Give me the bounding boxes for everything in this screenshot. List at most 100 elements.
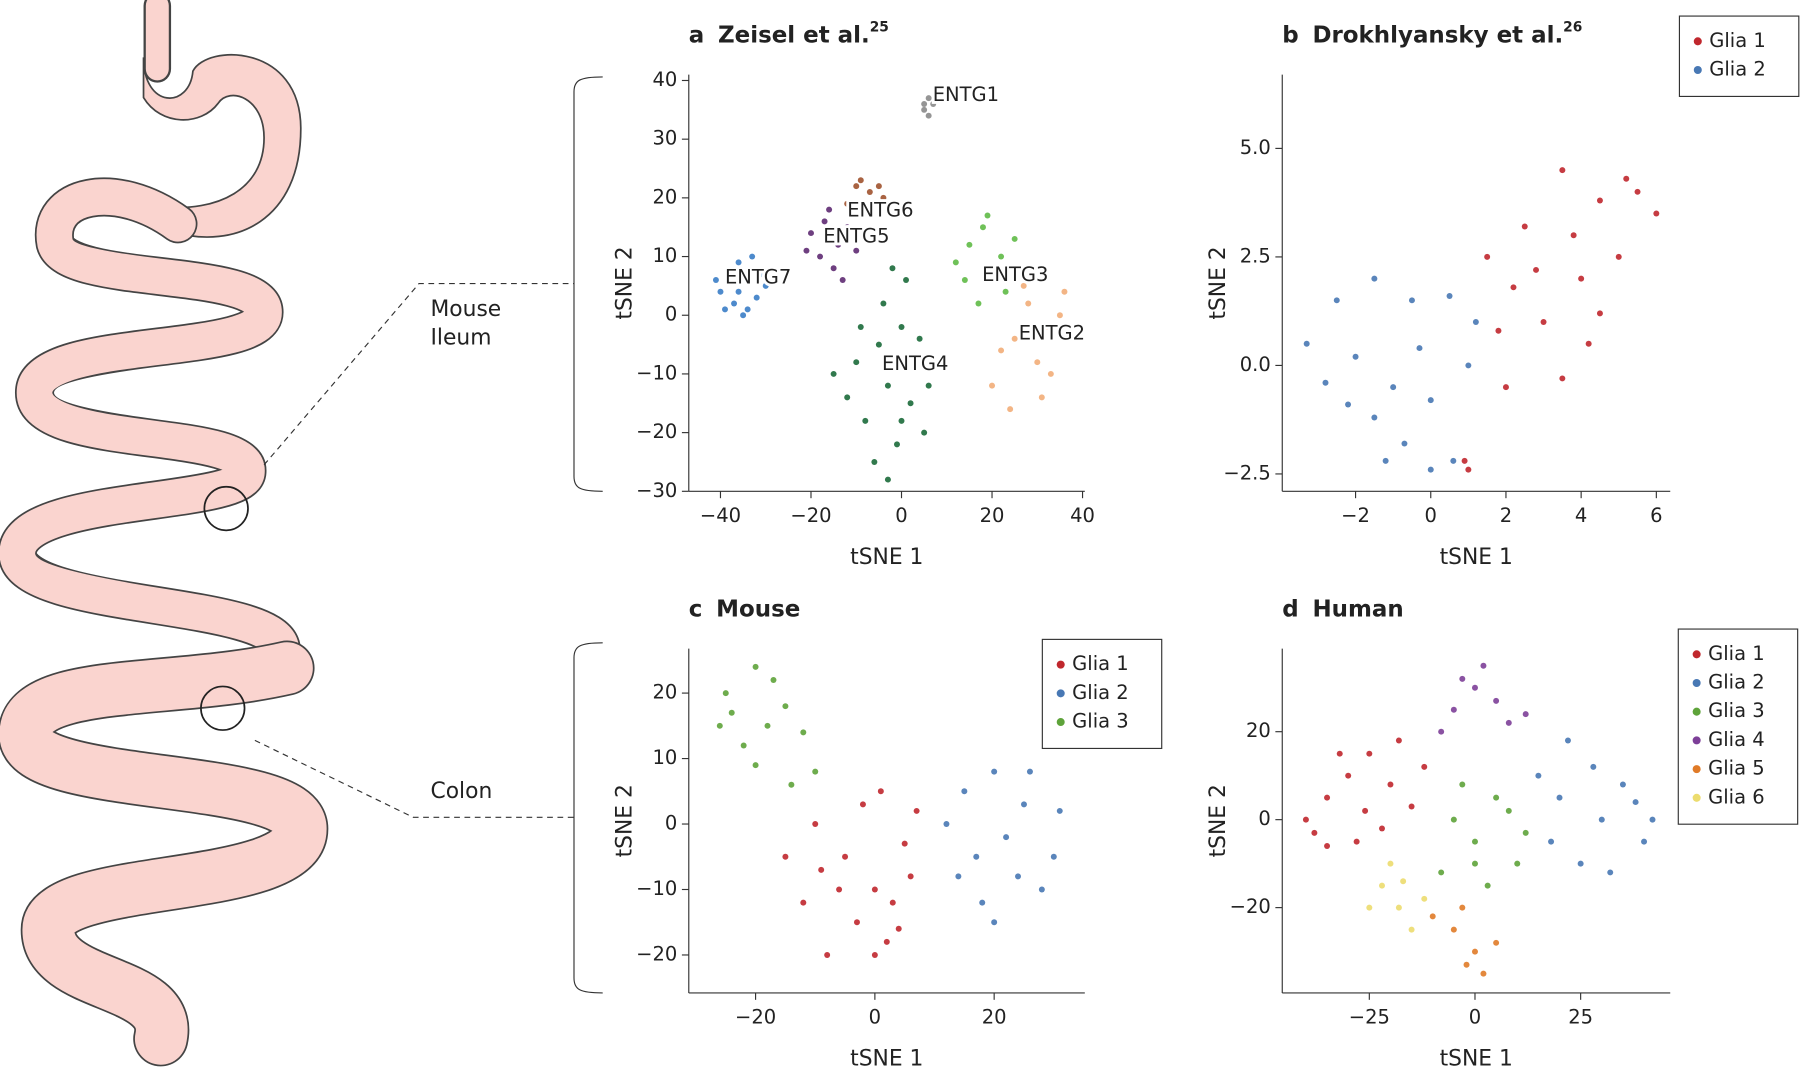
title-reference: 25 (870, 20, 889, 36)
y-tick-label: 10 (652, 244, 677, 267)
panel-title-text: Mouse (716, 596, 800, 622)
point (839, 277, 846, 284)
y-tick-label: −10 (636, 361, 677, 384)
point (1020, 282, 1027, 289)
point (921, 100, 928, 107)
point (1038, 394, 1045, 401)
point (1366, 750, 1373, 757)
legend-label: Glia 4 (1708, 728, 1765, 751)
point (1619, 781, 1626, 788)
legend: Glia 1 Glia 2 Glia 3 (1041, 638, 1163, 750)
y-tick-label: −2.5 (1223, 461, 1270, 484)
point (836, 886, 843, 893)
point (901, 840, 908, 847)
point (752, 762, 759, 769)
point (1535, 772, 1542, 779)
intestine-illustration: Mouse Ileum Colon (0, 0, 603, 1067)
cluster-label: ENTG6 (847, 198, 913, 221)
y-tick-label: 0 (665, 303, 677, 326)
legend-marker (1056, 660, 1065, 669)
point (998, 253, 1005, 260)
point (1345, 772, 1352, 779)
x-axis-label: tSNE 1 (850, 1047, 923, 1071)
y-tick-label: 40 (652, 68, 677, 91)
point (1522, 711, 1529, 718)
y-tick-label: −20 (636, 420, 677, 443)
point (782, 703, 789, 710)
point (907, 400, 914, 407)
x-tick-label: 4 (1575, 504, 1587, 527)
y-tick-label: −10 (636, 877, 677, 900)
y-tick-label: 5.0 (1240, 136, 1271, 159)
x-axis-label: tSNE 1 (850, 545, 923, 570)
point (871, 951, 878, 958)
x-tick-label: 2 (1500, 504, 1512, 527)
point (1034, 359, 1041, 366)
point (1471, 838, 1478, 845)
x-tick-label: 0 (1469, 1006, 1481, 1029)
legend-label: Glia 2 (1709, 58, 1766, 81)
point (1521, 223, 1528, 230)
x-tick-label: −2 (1341, 504, 1370, 527)
point (1459, 675, 1466, 682)
point (989, 382, 996, 389)
point (934, 95, 941, 102)
point (1421, 895, 1428, 902)
cluster-label: ENTG3 (982, 263, 1048, 286)
legend: Glia 1 Glia 2 (1678, 15, 1800, 97)
legend-label: Glia 1 (1072, 652, 1129, 675)
point (844, 200, 851, 207)
legend-marker (1692, 793, 1701, 802)
y-tick-label: 0.0 (1240, 353, 1271, 376)
y-tick-label: 0 (665, 812, 677, 835)
point (1416, 345, 1423, 352)
point (989, 277, 996, 284)
point (1505, 719, 1512, 726)
point (1510, 284, 1517, 291)
point (830, 370, 837, 377)
point (744, 277, 751, 284)
x-tick-label: 0 (869, 1006, 881, 1029)
x-tick-label: 6 (1650, 504, 1662, 527)
point (961, 788, 968, 795)
y-tick-label: −20 (636, 942, 677, 965)
point (808, 230, 814, 237)
cluster-label: ENTG5 (823, 225, 889, 248)
point (1559, 375, 1566, 382)
point (925, 382, 932, 389)
point (817, 253, 824, 260)
point (859, 801, 866, 808)
point (961, 277, 968, 284)
point (1653, 210, 1660, 217)
point (1493, 939, 1500, 946)
point (1480, 970, 1487, 977)
x-tick-label: −40 (700, 504, 741, 527)
point (1634, 188, 1641, 195)
legend-label: Glia 2 (1072, 681, 1129, 704)
point (1002, 288, 1009, 295)
point (921, 106, 928, 113)
panel-title-text: Drokhlyansky et al. (1312, 22, 1563, 48)
point (1003, 834, 1010, 841)
point (1533, 266, 1540, 273)
point (975, 300, 982, 307)
point (753, 294, 760, 301)
point (1395, 904, 1402, 911)
point (842, 853, 849, 860)
point (853, 359, 860, 366)
point (762, 282, 769, 289)
point (1559, 167, 1566, 174)
point (1450, 816, 1457, 823)
x-tick-label: 20 (982, 1006, 1007, 1029)
y-axis-label: tSNE 2 (613, 784, 638, 857)
point (758, 271, 765, 278)
point (1493, 697, 1500, 704)
legend-label: Glia 3 (1072, 710, 1129, 733)
point (889, 899, 896, 906)
point (857, 323, 864, 330)
point (1465, 362, 1472, 369)
point (1043, 323, 1050, 330)
legend-marker (1692, 765, 1701, 774)
point (1324, 843, 1331, 850)
point (1395, 737, 1402, 744)
